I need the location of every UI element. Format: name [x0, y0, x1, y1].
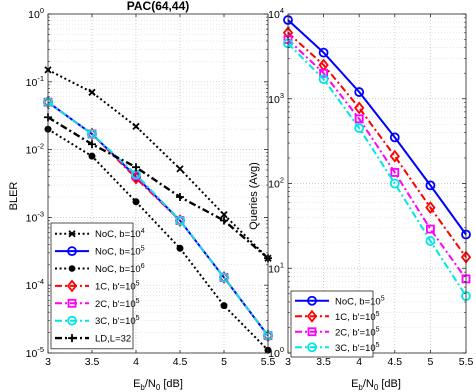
queries-chart: Queries (Avg) Eb/N0 [dB] 3 3.5 4 4.5 5 5.5 104…: [248, 6, 473, 392]
y-tick-label: 10-1: [26, 74, 44, 89]
y-tick-label: 10-5: [26, 345, 44, 360]
legend-label: NoC, b=105: [95, 246, 145, 258]
x-tick-label: 5.5: [459, 356, 474, 368]
x-tick-label: 5: [427, 356, 433, 368]
legend-entry: 1C, b'=105: [295, 309, 380, 323]
chart-title: PAC(64,44): [127, 0, 189, 13]
legend-label: NoC, b=106: [95, 263, 145, 275]
data-point: [132, 163, 140, 172]
legend-entry: 2C, b'=105: [295, 326, 380, 338]
legend-entry: NoC, b=104: [55, 228, 145, 240]
legend-label: 3C, b'=105: [95, 315, 140, 327]
data-point: [354, 101, 365, 115]
series-line: [287, 32, 467, 258]
legend-entry: 3C, b'=105: [55, 315, 140, 327]
bler-chart: PAC(64,44) BLER Eb/N0 [dB] 3 3.5 4 4.5 5 5.5 1…: [8, 0, 275, 392]
y-tick-label: 10-2: [26, 142, 44, 157]
legend-entry: NoC, b=106: [55, 263, 145, 275]
data-point: [389, 132, 400, 143]
data-point: [390, 168, 400, 177]
x-axis-label: Eb/N0 [dB]: [133, 378, 183, 392]
legend: NoC, b=105 1C, b'=105 2C, b'=105 3C, b'=105: [290, 290, 385, 358]
x-tick-label: 4: [133, 356, 139, 368]
data-point: [88, 140, 96, 149]
data-point: [354, 123, 365, 134]
legend-label: 1C, b'=105: [335, 311, 380, 323]
data-point: [425, 201, 436, 215]
legend-entry: 2C, b'=105: [55, 298, 140, 310]
legend-label: 1C, b'=105: [95, 280, 140, 292]
legend-label: 3C, b'=105: [335, 342, 380, 354]
data-point: [318, 74, 329, 85]
data-point: [220, 210, 228, 219]
data-point: [354, 87, 365, 97]
data-point: [176, 244, 184, 252]
series-line: [287, 19, 467, 236]
data-point: [176, 165, 184, 173]
legend-label: 2C, b'=105: [335, 326, 380, 338]
y-tick-label: 100: [268, 345, 284, 360]
x-tick-label: 3.5: [85, 356, 100, 368]
data-point: [318, 47, 329, 58]
y-axis-label: Queries (Avg): [248, 162, 260, 230]
y-tick-label: 10-4: [26, 277, 44, 292]
data-point: [175, 215, 185, 226]
series-line: [47, 116, 269, 260]
legend-label: 2C, b'=105: [95, 298, 140, 310]
y-tick-label: 102: [268, 176, 284, 191]
series-line: [287, 38, 467, 280]
legend-label: NoC, b=105: [335, 295, 385, 307]
data-point: [425, 236, 436, 246]
legend: NoC, b=104 NoC, b=105 NoC, b=106 1C, b'=105…: [50, 222, 145, 350]
legend-entry: 1C, b'=105: [55, 279, 140, 292]
series-line: [287, 42, 467, 297]
x-axis-label: Eb/N0 [dB]: [351, 378, 401, 392]
x-tick-label: 3.5: [316, 356, 331, 368]
data-point: [132, 122, 140, 131]
legend-entry: 3C, b'=105: [295, 342, 380, 354]
data-point: [389, 149, 400, 163]
legend-entry: NoC, b=105: [295, 295, 385, 307]
data-point: [220, 216, 228, 225]
legend-entry: LD,L=32: [55, 334, 131, 345]
axes: 3 3.5 4 4.5 5 5.5 104 103 102 101 100: [268, 6, 473, 368]
y-tick-label: 103: [268, 91, 284, 106]
data-point: [425, 224, 435, 234]
legend-entry: NoC, b=105: [55, 246, 145, 258]
legend-label: NoC, b=104: [95, 228, 145, 240]
data-point: [87, 129, 97, 139]
y-tick-label: 101: [268, 260, 284, 275]
data-point: [88, 88, 96, 96]
data-point: [220, 302, 228, 310]
x-tick-label: 4: [356, 356, 362, 368]
data-point: [219, 272, 229, 283]
x-tick-label: 4.5: [173, 356, 188, 368]
y-tick-label: 10-3: [26, 209, 44, 224]
y-tick-label: 104: [268, 6, 284, 21]
series-line: [47, 101, 269, 337]
x-tick-label: 3: [45, 356, 51, 368]
series-group: [282, 15, 472, 301]
data-point: [354, 114, 364, 124]
y-tick-label: 100: [28, 6, 44, 21]
x-tick-label: 5.5: [261, 356, 276, 368]
data-point: [176, 192, 184, 201]
data-point: [319, 68, 329, 78]
x-tick-label: 4.5: [387, 356, 402, 368]
series-group: [42, 66, 274, 354]
legend-label: LD,L=32: [95, 334, 131, 345]
data-point: [132, 198, 140, 206]
x-tick-label: 5: [221, 356, 227, 368]
x-tick-label: 3: [285, 356, 291, 368]
y-axis-label: BLER: [8, 182, 20, 211]
data-point: [389, 178, 400, 189]
data-point: [425, 180, 436, 191]
data-point: [88, 152, 96, 160]
series-line: [47, 69, 269, 259]
axes: 3 3.5 4 4.5 5 5.5 100 10-1 10-2 10-3 10-4 10-5: [26, 6, 276, 368]
series-line: [47, 128, 269, 351]
